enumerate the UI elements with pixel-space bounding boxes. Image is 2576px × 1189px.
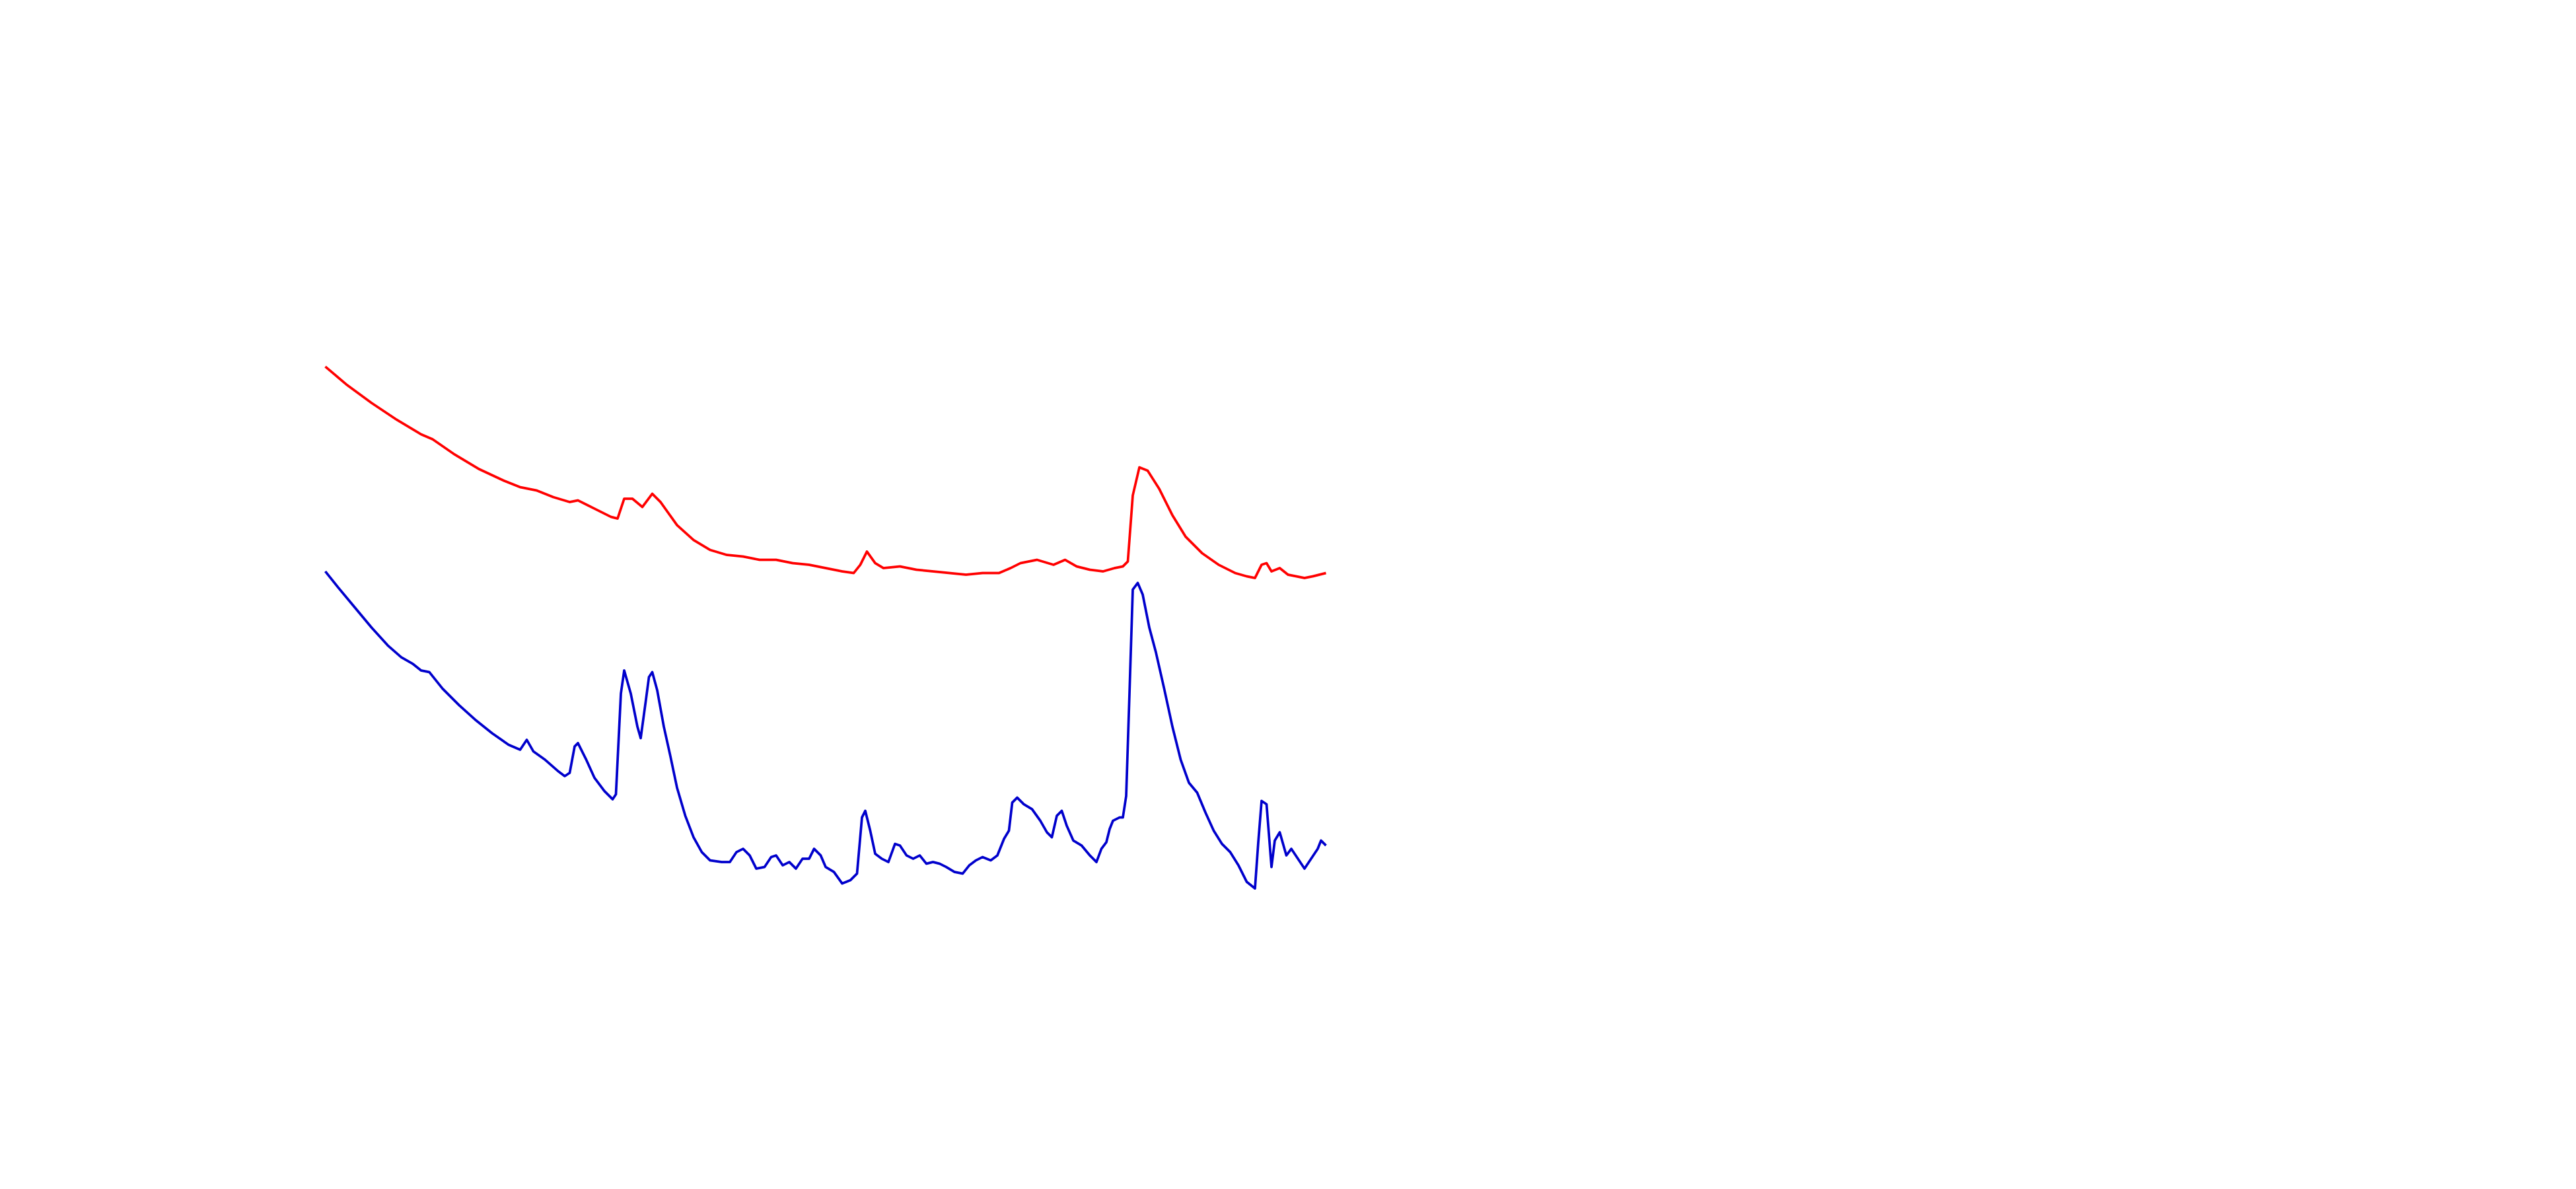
- line-series: [324, 365, 1326, 579]
- line-series: [324, 570, 1327, 890]
